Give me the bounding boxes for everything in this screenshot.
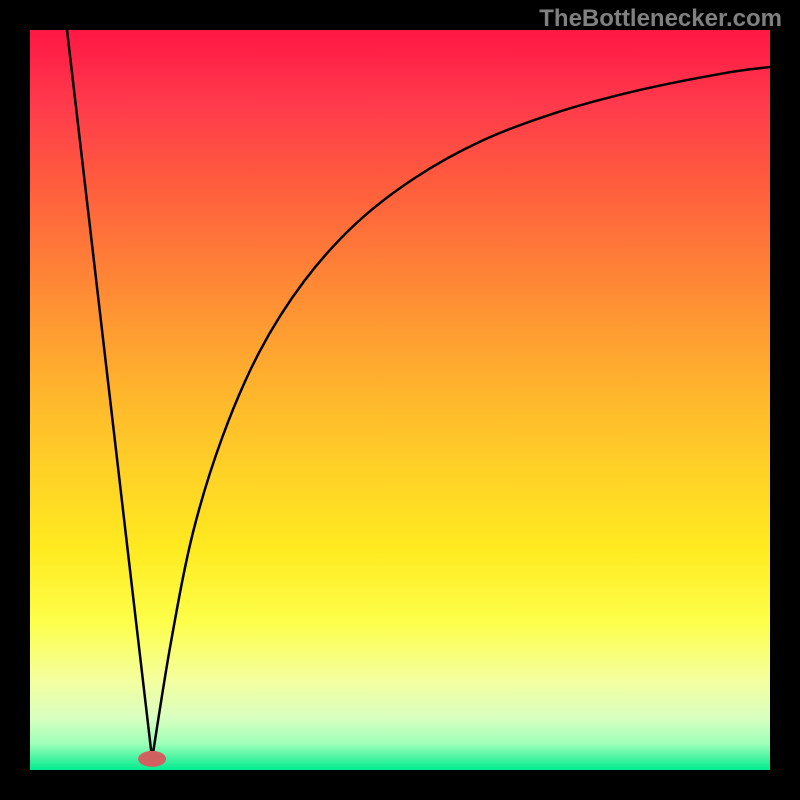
curve-layer bbox=[30, 30, 770, 770]
bottleneck-curve bbox=[67, 30, 770, 759]
cusp-marker bbox=[138, 751, 166, 767]
plot-area bbox=[30, 30, 770, 770]
chart-container: TheBottlenecker.com bbox=[0, 0, 800, 800]
watermark-text: TheBottlenecker.com bbox=[539, 5, 782, 33]
